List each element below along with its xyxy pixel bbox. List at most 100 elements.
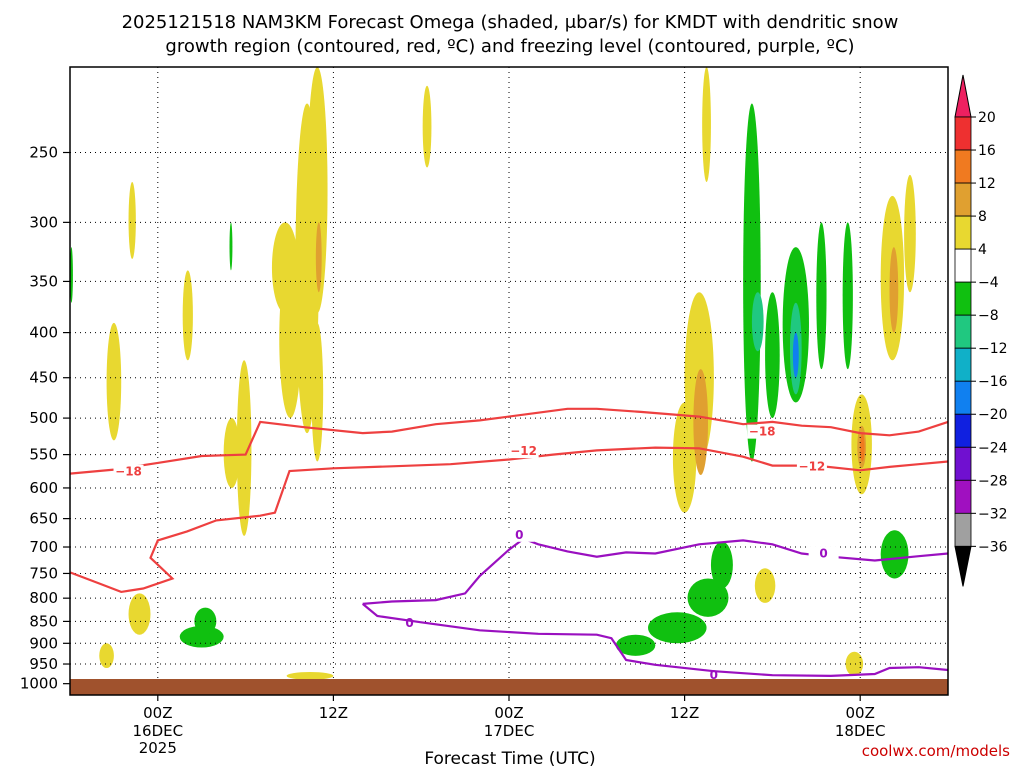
y-tick-label-700: 700	[29, 538, 58, 556]
omega-cell-27	[615, 634, 656, 656]
omega-cell-30	[710, 541, 733, 589]
contour-label-bg-dgz-minus18-0	[113, 464, 144, 479]
omega-cell-4	[236, 360, 252, 536]
omega-cell-18	[860, 433, 865, 462]
y-tick-label-900: 900	[29, 634, 58, 652]
colorbar-label-11: −28	[978, 473, 1008, 489]
colorbar-bin-9	[954, 380, 972, 415]
x-tick-label-18: 12Z	[319, 704, 348, 722]
omega-cell-3	[223, 418, 240, 488]
colorbar-label-10: −24	[978, 440, 1008, 456]
contour-label-freezing-level-2: 0	[819, 547, 827, 561]
omega-cell-22	[99, 643, 114, 669]
omega-cell-15	[693, 369, 709, 475]
omega-cell-34	[743, 103, 761, 462]
contour-label-bg-freezing-level-1	[504, 527, 535, 542]
y-tick-label-1000: 1000	[20, 675, 58, 693]
colorbar-bin-12	[954, 479, 972, 514]
contour-label-bg-dgz-minus18-1	[747, 424, 778, 439]
x-tick-label-30: 00Z	[494, 704, 523, 722]
colorbar-label-12: −32	[978, 506, 1008, 522]
x-tick-sub1-6: 16DEC	[133, 722, 184, 740]
contour-label-freezing-level-3: 0	[710, 668, 718, 682]
colorbar-bin-6	[954, 281, 972, 316]
chart-title-line1: 2025121518 NAM3KM Forecast Omega (shaded…	[122, 12, 899, 33]
omega-cell-2	[182, 270, 193, 361]
omega-cell-21	[904, 174, 916, 293]
colorbar-label-8: −16	[978, 374, 1008, 390]
x-tick-sub1-54: 18DEC	[835, 722, 886, 740]
omega-cell-28	[648, 612, 707, 644]
omega-cell-33	[880, 530, 909, 579]
colorbar-label-3: 8	[978, 209, 987, 225]
omega-cell-42	[229, 222, 233, 271]
contour-label-bg-dgz-minus12-1	[796, 459, 827, 474]
colorbar: 20 16 12 8 4 −4 −8 −12 −16 −20 −24 −28 −32 −36	[954, 74, 1008, 587]
colorbar-bin-3	[954, 182, 972, 217]
colorbar-label-0: 20	[978, 110, 996, 126]
omega-cell-29	[687, 578, 729, 617]
x-tick-label-6: 00Z	[143, 704, 172, 722]
omega-cell-9	[311, 322, 324, 462]
chart-title-line2: growth region (contoured, red, ºC) and f…	[165, 36, 854, 57]
contour-label-bg-dgz-minus12-0	[508, 444, 539, 459]
contour-dgz-minus18	[69, 407, 949, 475]
omega-cell-41	[842, 222, 853, 370]
omega-cell-0	[106, 322, 122, 441]
colorbar-bin-4	[954, 215, 972, 250]
y-tick-label-400: 400	[29, 324, 58, 342]
colorbar-bin-8	[954, 347, 972, 382]
contour-label-freezing-level-1: 0	[515, 528, 523, 542]
y-tick-label-800: 800	[29, 589, 58, 607]
x-tick-sub2-6: 2025	[139, 739, 177, 757]
y-tick-label-650: 650	[29, 510, 58, 528]
y-axis: 250 300 350 400 450 500 550 600 650 700 750 800 850 9…	[20, 143, 70, 693]
omega-cell-37	[751, 292, 764, 352]
y-tick-label-250: 250	[29, 143, 58, 161]
omega-cell-35	[765, 292, 780, 419]
credit-label: coolwx.com/models	[862, 742, 1010, 760]
contour-label-dgz-minus12-1: −12	[799, 459, 826, 473]
colorbar-label-6: −8	[978, 308, 999, 324]
y-tick-label-550: 550	[29, 446, 58, 464]
contour-freezing-level	[362, 537, 949, 605]
contour-label-freezing-level-0: 0	[405, 616, 413, 630]
colorbar-bin-1	[954, 116, 972, 151]
y-tick-label-850: 850	[29, 612, 58, 630]
colorbar-label-5: −4	[978, 275, 999, 291]
omega-cell-12	[702, 67, 711, 182]
colorbar-label-2: 12	[978, 176, 996, 192]
y-tick-label-750: 750	[29, 564, 58, 582]
colorbar-top-arrow	[954, 74, 972, 118]
y-tick-label-600: 600	[29, 479, 58, 497]
omega-cell-23	[128, 593, 151, 635]
y-tick-label-450: 450	[29, 369, 58, 387]
colorbar-bin-11	[954, 446, 972, 481]
colorbar-label-9: −20	[978, 407, 1008, 423]
contour-label-bg-freezing-level-2	[808, 546, 839, 561]
omega-cell-39	[792, 332, 799, 378]
x-tick-label-54: 00Z	[846, 704, 875, 722]
ground-terrain	[70, 679, 948, 695]
colorbar-bin-10	[954, 413, 972, 448]
contour-label-dgz-minus18-1: −18	[749, 425, 776, 439]
y-tick-label-300: 300	[29, 213, 58, 231]
colorbar-bin-13	[954, 512, 972, 547]
omega-cell-24	[179, 625, 224, 648]
x-tick-label-42: 12Z	[670, 704, 699, 722]
omega-cell-26	[286, 672, 334, 680]
plot-frame	[69, 66, 949, 696]
y-tick-label-350: 350	[29, 272, 58, 290]
colorbar-bin-2	[954, 149, 972, 184]
omega-cell-11	[422, 85, 432, 168]
colorbar-label-1: 16	[978, 143, 996, 159]
colorbar-label-13: −36	[978, 539, 1008, 555]
temperature-contours: −18 −18 −12 −12 0 0 0 0	[69, 407, 949, 683]
omega-cell-31	[754, 568, 776, 603]
contour-label-dgz-minus12-0: −12	[510, 444, 537, 458]
omega-cell-8	[307, 67, 328, 313]
colorbar-bin-7	[954, 314, 972, 349]
x-axis-label: Forecast Time (UTC)	[424, 749, 595, 768]
